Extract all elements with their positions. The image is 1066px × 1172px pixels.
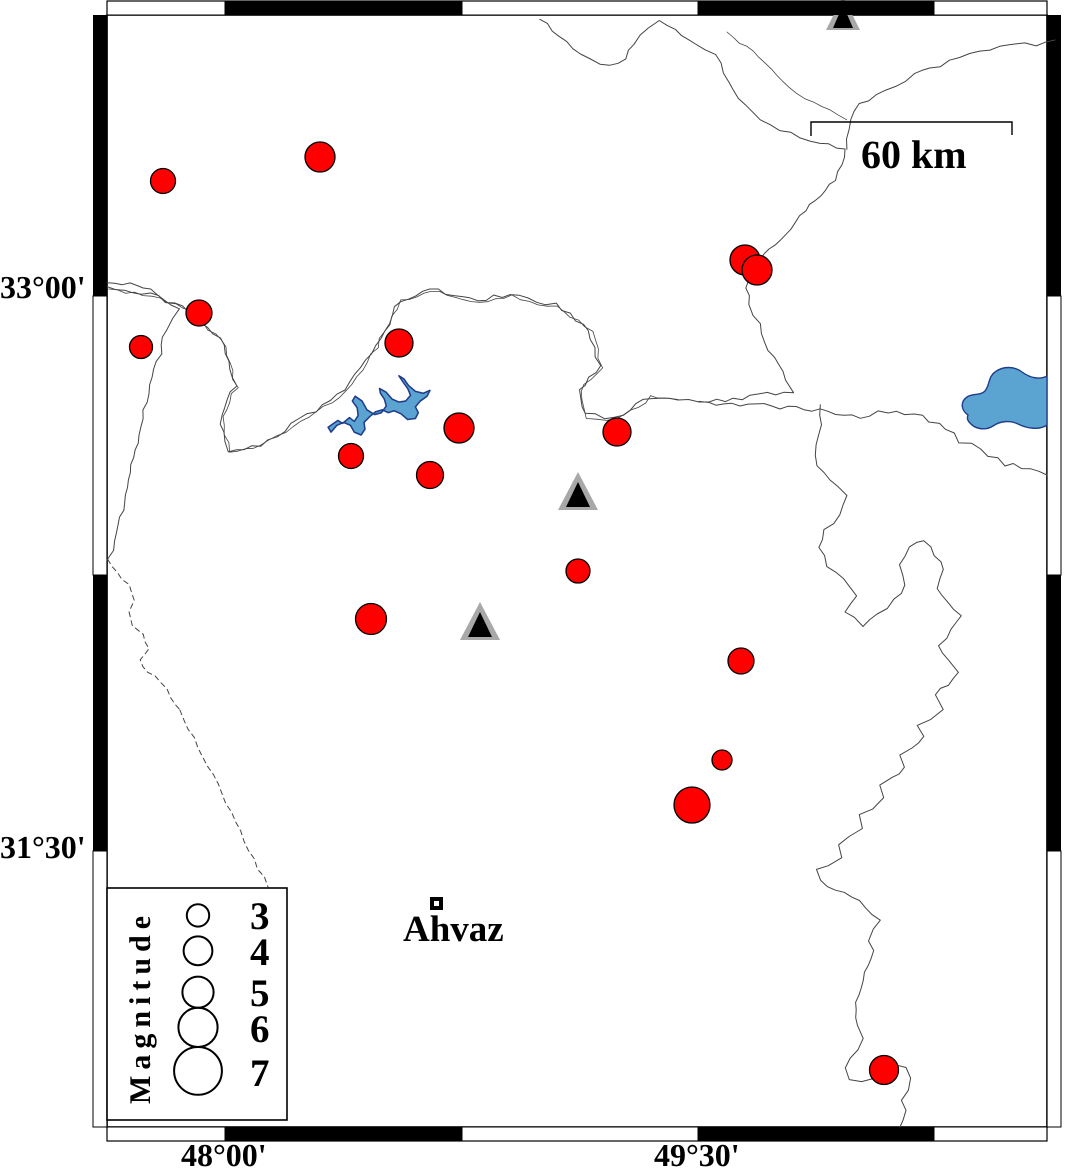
svg-text:60 km: 60 km <box>861 132 967 177</box>
svg-text:49°30': 49°30' <box>654 1137 740 1172</box>
svg-text:33°00': 33°00' <box>0 269 86 305</box>
svg-text:4: 4 <box>250 931 270 974</box>
svg-text:Ahvaz: Ahvaz <box>403 909 504 950</box>
svg-text:6: 6 <box>250 1008 270 1051</box>
svg-text:48°00': 48°00' <box>181 1137 267 1172</box>
svg-text:Magnitude: Magnitude <box>124 910 157 1104</box>
svg-text:7: 7 <box>250 1052 270 1095</box>
svg-text:31°30': 31°30' <box>0 829 86 865</box>
